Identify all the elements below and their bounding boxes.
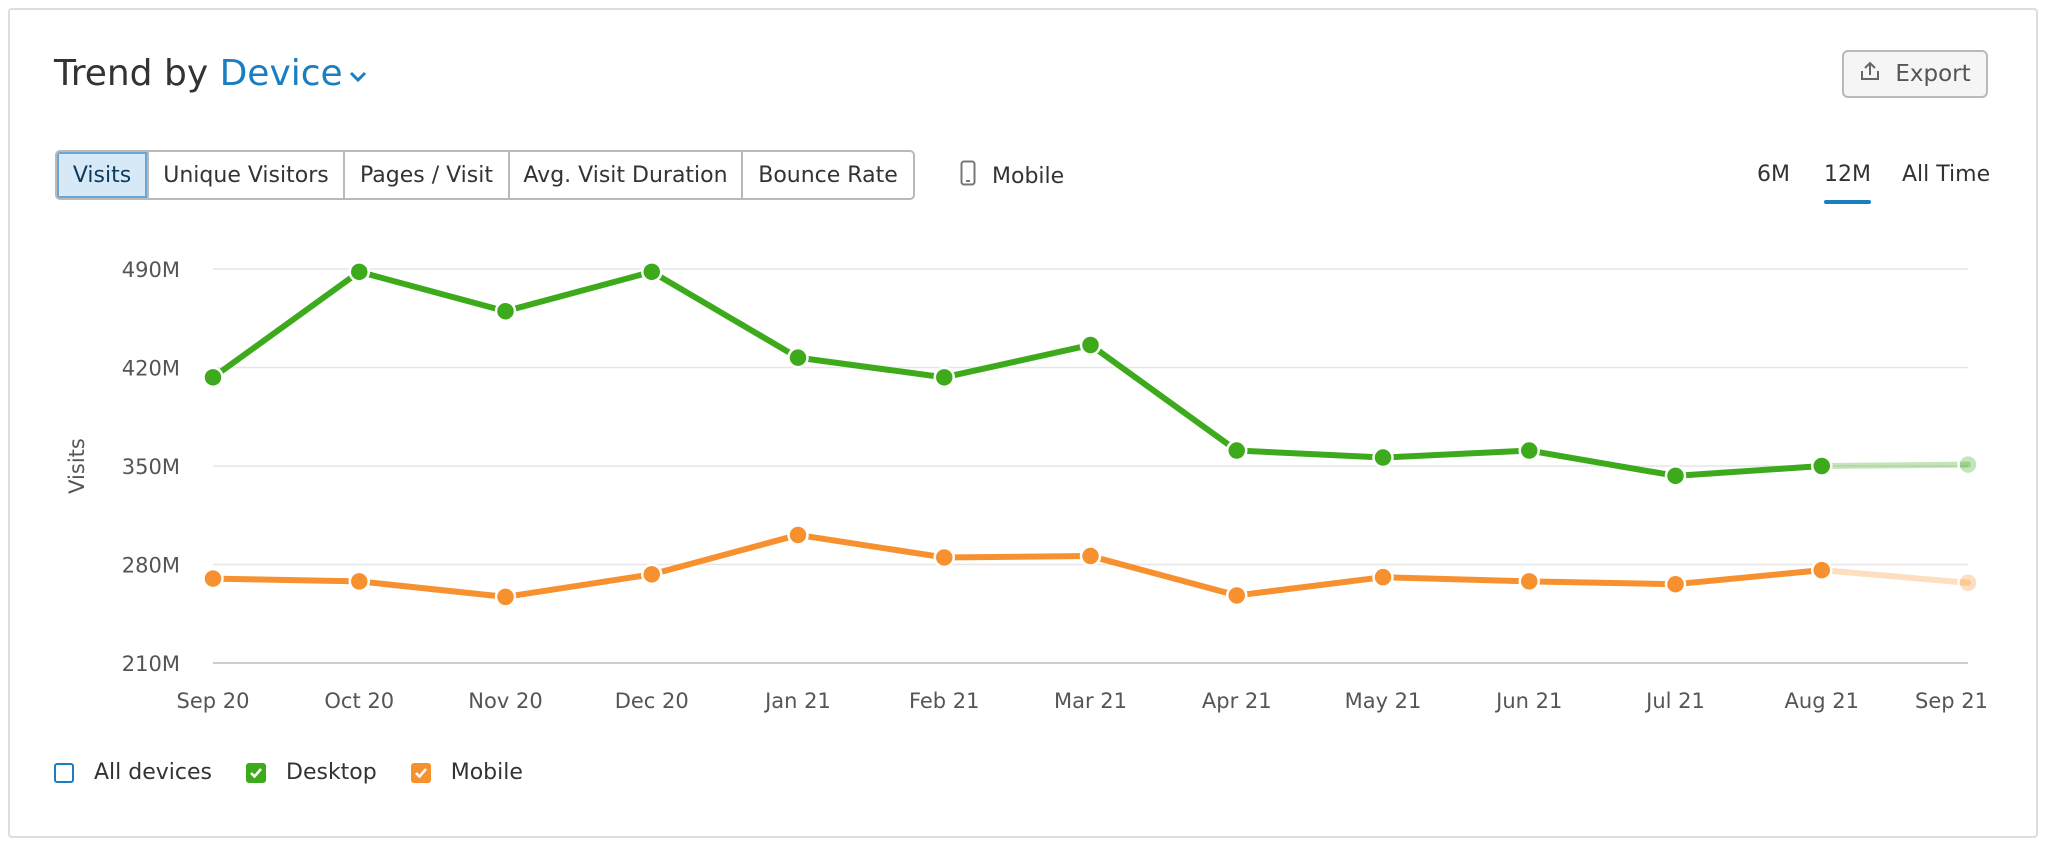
data-point-desktop (202, 366, 224, 389)
period-12m[interactable]: 12M (1824, 160, 1871, 204)
data-point-desktop (1664, 465, 1687, 487)
chart-legend: All devices Desktop Mobile (54, 760, 557, 785)
tab-unique-visitors[interactable]: Unique Visitors (149, 152, 345, 198)
x-tick-label: Mar 21 (1054, 689, 1127, 713)
data-point-desktop (1079, 334, 1102, 356)
export-label: Export (1895, 61, 1971, 87)
export-icon (1859, 60, 1881, 88)
period-label: 6M (1757, 162, 1790, 187)
data-point-desktop (1372, 446, 1394, 469)
data-point-mobile (1372, 566, 1394, 588)
tab-label: Visits (72, 162, 132, 188)
data-point-desktop (933, 366, 955, 389)
period-label: All Time (1902, 162, 1991, 187)
legend-label: Desktop (286, 760, 377, 785)
y-tick-label: 350M (122, 455, 180, 479)
data-point-desktop (1518, 439, 1540, 462)
data-point-mobile (1226, 584, 1248, 607)
tab-avg-visit-duration[interactable]: Avg. Visit Duration (510, 152, 743, 198)
period-label: 12M (1824, 162, 1871, 187)
chart-title: Trend by Device (54, 50, 367, 98)
x-tick-label: Nov 20 (468, 689, 542, 713)
x-tick-label: Sep 20 (177, 689, 250, 713)
data-point-mobile (348, 570, 370, 593)
export-button[interactable]: Export (1842, 50, 1988, 98)
x-tick-label: Jan 21 (763, 689, 831, 713)
period-all-time[interactable]: All Time (1902, 160, 1990, 190)
data-point-mobile (641, 563, 663, 586)
tab-label: Pages / Visit (360, 162, 493, 188)
y-tick-label: 280M (122, 554, 180, 578)
period-6m[interactable]: 6M (1757, 160, 1790, 190)
data-point-mobile (494, 586, 517, 608)
line-chart: 210M 280M 350M 420M 490M Visits Sep 20 Oct 20 No… (65, 258, 1988, 713)
legend-item-all-devices[interactable]: All devices (54, 760, 212, 785)
device-filter-label: Mobile (992, 163, 1065, 189)
data-point-mobile (202, 567, 224, 590)
x-tick-label: Feb 21 (909, 689, 980, 713)
data-point-mobile (1957, 572, 1979, 594)
device-dropdown-label: Device (219, 53, 343, 94)
series-line-desktop (210, 268, 1825, 479)
metric-tabs: Visits Unique Visitors Pages / Visit Avg… (55, 150, 915, 200)
data-point-mobile (1079, 545, 1102, 567)
y-axis-label: Visits (65, 438, 89, 494)
checkbox-checked-icon (410, 762, 431, 783)
legend-item-desktop[interactable]: Desktop (246, 760, 377, 785)
tab-label: Bounce Rate (758, 162, 898, 188)
series-line-mobile (210, 531, 1825, 600)
series-projection-mobile (1818, 567, 1971, 586)
data-point-desktop (1226, 439, 1248, 462)
data-point-desktop (494, 300, 517, 322)
x-tick-label: Jul 21 (1644, 689, 1705, 713)
x-tick-label: Dec 20 (615, 689, 689, 713)
device-dropdown[interactable]: Device (220, 53, 367, 94)
data-point-desktop (348, 261, 370, 283)
title-prefix: Trend by (54, 53, 209, 94)
tab-bounce-rate[interactable]: Bounce Rate (743, 152, 913, 198)
x-tick-label: Aug 21 (1785, 689, 1859, 713)
data-point-mobile (933, 546, 955, 569)
data-point-mobile (1811, 559, 1833, 581)
trend-card (8, 8, 2038, 838)
legend-label: Mobile (450, 760, 523, 785)
tab-visits[interactable]: Visits (57, 152, 149, 198)
x-tick-label: Oct 20 (324, 689, 394, 713)
x-tick-label: May 21 (1345, 689, 1422, 713)
checkbox-unchecked (54, 762, 74, 783)
x-tick-label: Apr 21 (1202, 689, 1272, 713)
tab-label: Avg. Visit Duration (523, 162, 728, 188)
device-filter[interactable]: Mobile (960, 160, 1064, 192)
y-tick-label: 420M (122, 357, 180, 381)
data-point-desktop (1811, 455, 1833, 477)
data-point-desktop (1957, 453, 1979, 476)
series-projection-desktop (1818, 461, 1971, 469)
data-point-desktop (641, 261, 663, 283)
y-tick-label: 210M (122, 652, 180, 676)
x-tick-label: Jun 21 (1494, 689, 1562, 713)
tab-label: Unique Visitors (163, 162, 329, 188)
tab-pages-visit[interactable]: Pages / Visit (345, 152, 510, 198)
phone-icon (960, 160, 976, 192)
legend-item-mobile[interactable]: Mobile (410, 760, 523, 785)
x-tick-label: Sep 21 (1915, 689, 1988, 713)
y-tick-label: 490M (122, 258, 180, 282)
chevron-down-icon (349, 48, 367, 96)
data-point-mobile (1518, 570, 1540, 593)
legend-label: All devices (94, 760, 212, 785)
data-point-mobile (787, 524, 809, 546)
data-point-mobile (1664, 573, 1687, 595)
data-point-desktop (787, 346, 809, 369)
checkbox-checked-icon (246, 762, 266, 783)
